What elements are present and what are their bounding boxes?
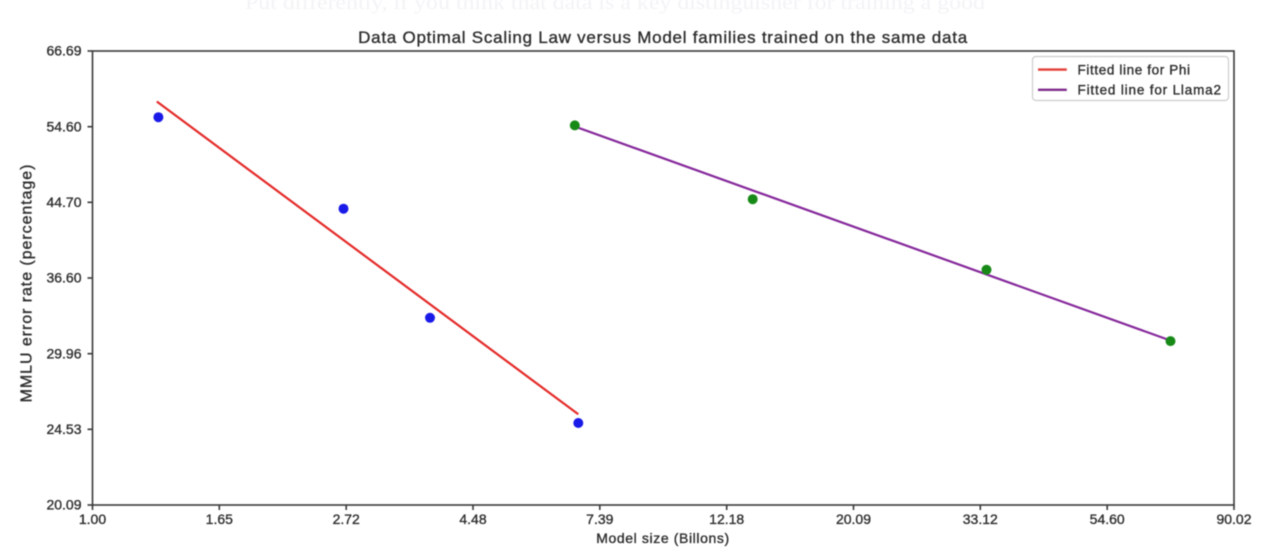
svg-text:54.60: 54.60	[46, 118, 81, 134]
svg-text:Model size (Billons): Model size (Billons)	[596, 530, 730, 546]
svg-text:Fitted line for Llama2: Fitted line for Llama2	[1078, 83, 1222, 98]
svg-text:4.48: 4.48	[459, 511, 486, 527]
svg-text:33.12: 33.12	[963, 511, 998, 527]
svg-text:1.00: 1.00	[79, 511, 106, 527]
svg-text:1.65: 1.65	[206, 511, 233, 527]
svg-text:24.53: 24.53	[46, 421, 81, 437]
svg-text:36.60: 36.60	[46, 270, 81, 286]
svg-text:2.72: 2.72	[333, 511, 360, 527]
svg-text:29.96: 29.96	[46, 345, 81, 361]
svg-text:44.70: 44.70	[46, 194, 81, 210]
svg-text:20.09: 20.09	[836, 511, 871, 527]
svg-text:Put differently, if you think: Put differently, if you think that data …	[245, 0, 985, 14]
svg-text:Fitted line for Phi: Fitted line for Phi	[1078, 63, 1191, 78]
svg-text:54.60: 54.60	[1090, 511, 1125, 527]
svg-text:12.18: 12.18	[709, 511, 744, 527]
svg-text:66.69: 66.69	[46, 43, 81, 59]
svg-text:Data Optimal Scaling Law versu: Data Optimal Scaling Law versus Model fa…	[358, 28, 968, 47]
svg-text:MMLU error rate (percentage): MMLU error rate (percentage)	[19, 164, 36, 403]
svg-text:7.39: 7.39	[586, 511, 613, 527]
svg-text:90.02: 90.02	[1216, 511, 1251, 527]
svg-text:20.09: 20.09	[46, 497, 81, 513]
